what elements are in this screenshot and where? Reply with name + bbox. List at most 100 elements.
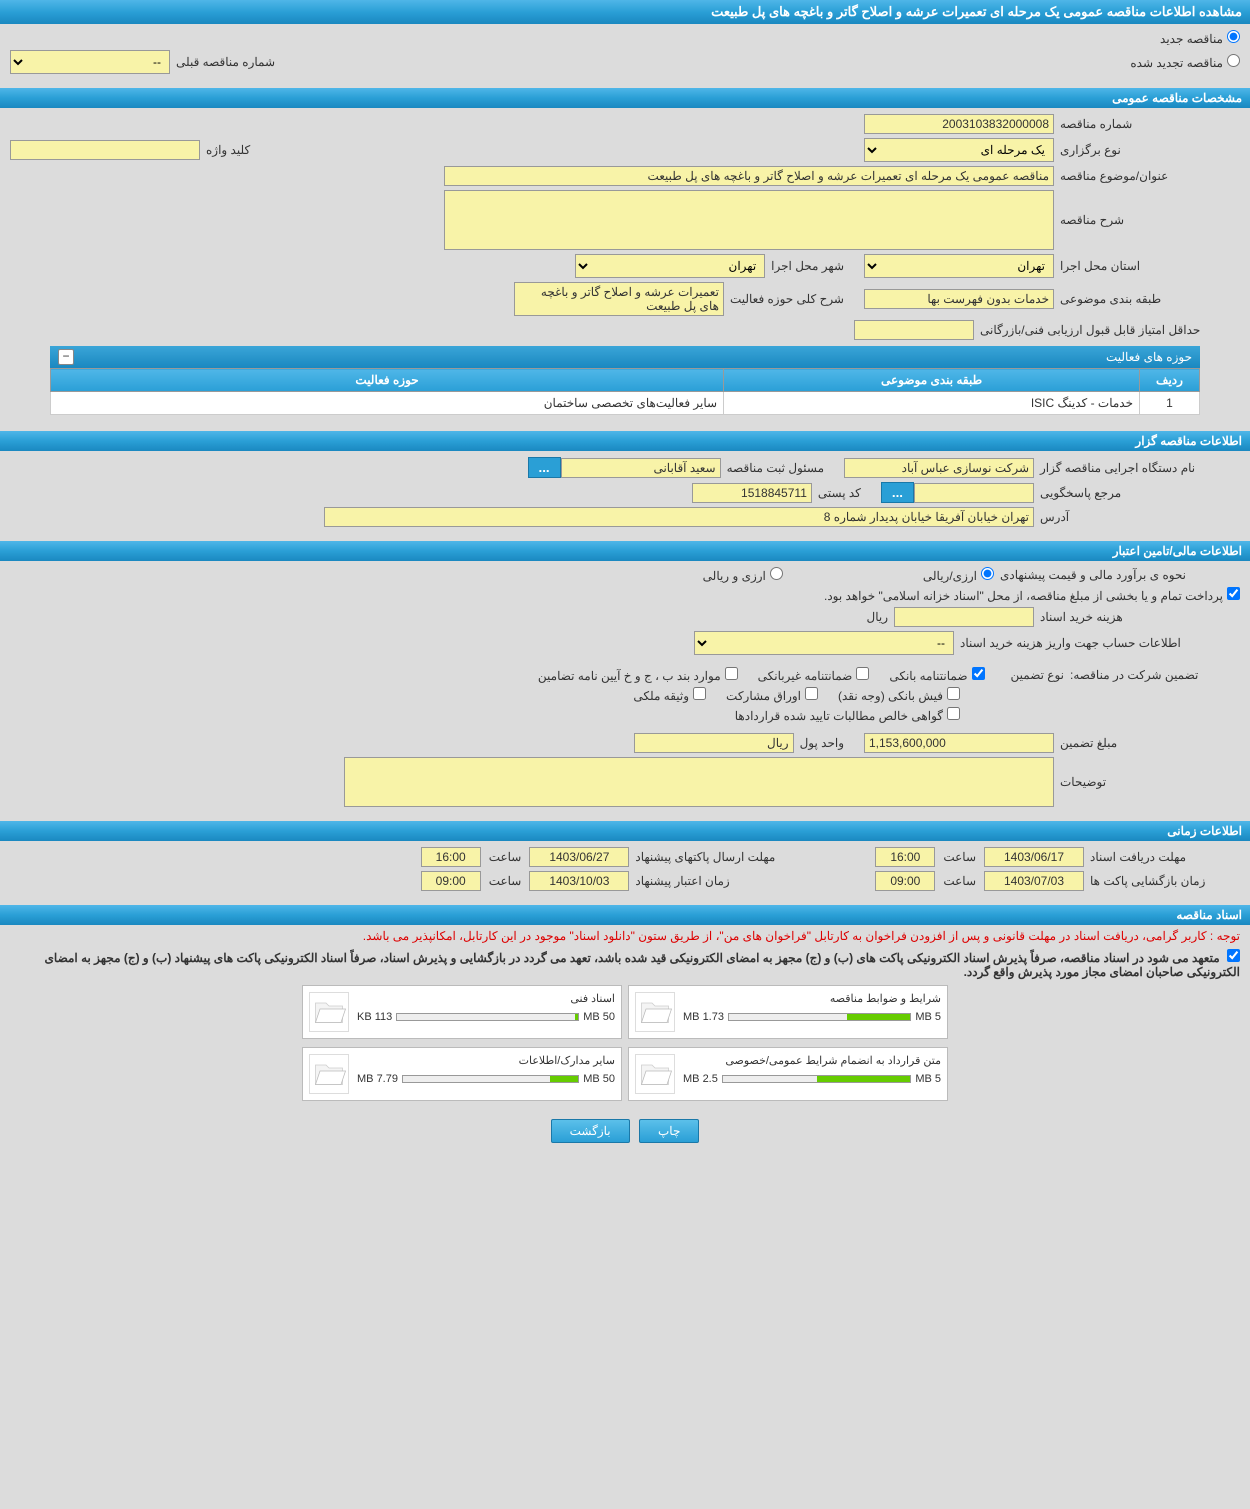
send-date: 1403/06/27 xyxy=(529,847,629,867)
account-label: اطلاعات حساب جهت واریز هزینه خرید اسناد xyxy=(960,636,1240,650)
doc-card[interactable]: اسناد فنی50 MB113 KB xyxy=(302,985,622,1039)
doc-card[interactable]: سایر مدارک/اطلاعات 50 MB 7.79 MB xyxy=(302,1047,622,1101)
province-label: استان محل اجرا xyxy=(1060,259,1240,273)
back-button[interactable]: بازگشت xyxy=(551,1119,630,1143)
city-select[interactable]: تهران xyxy=(575,254,765,278)
radio-new-label: مناقصه جدید xyxy=(1160,32,1223,46)
th-topic: طبقه بندی موضوعی xyxy=(724,369,1140,392)
folder-icon xyxy=(635,992,675,1032)
price-method-label: نحوه ی برآورد مالی و قیمت پیشنهادی xyxy=(1000,568,1240,582)
table-row: 1 خدمات - کدینگ ISIC سایر فعالیت‌های تخص… xyxy=(51,392,1200,415)
cell-idx: 1 xyxy=(1140,392,1200,415)
folder-icon xyxy=(309,1054,349,1094)
treasury-check[interactable]: پرداخت تمام و یا بخشی از مبلغ مناقصه، از… xyxy=(824,587,1240,603)
min-score-field[interactable] xyxy=(854,320,974,340)
address-field[interactable]: تهران خیابان آفریقا خیابان پدیدار شماره … xyxy=(324,507,1034,527)
collapse-icon[interactable]: − xyxy=(58,349,74,365)
validity-time: 09:00 xyxy=(421,871,481,891)
g-bank[interactable]: ضمانتنامه بانکی xyxy=(889,667,984,683)
g-cash[interactable]: فیش بانکی (وجه نقد) xyxy=(838,687,960,703)
section-financial: اطلاعات مالی/تامین اعتبار xyxy=(0,541,1250,561)
holding-type-label: نوع برگزاری xyxy=(1060,143,1240,157)
subject-field[interactable]: مناقصه عمومی یک مرحله ای تعمیرات عرشه و … xyxy=(444,166,1054,186)
province-select[interactable]: تهران xyxy=(864,254,1054,278)
validity-date: 1403/10/03 xyxy=(529,871,629,891)
currency-label: واحد پول xyxy=(800,736,844,750)
folder-icon xyxy=(635,1054,675,1094)
prev-tender-label: شماره مناقصه قبلی xyxy=(176,55,275,69)
doc-cost-unit: ریال xyxy=(866,610,888,624)
warning-red: توجه : کاربر گرامی، دریافت اسناد در مهلت… xyxy=(0,925,1250,947)
activity-panel-title: حوزه های فعالیت xyxy=(1106,350,1192,364)
doc-size: 1.73 MB xyxy=(683,1011,724,1023)
contact-lookup-button[interactable]: ... xyxy=(881,482,914,503)
guarantee-amount-field[interactable]: 1,153,600,000 xyxy=(864,733,1054,753)
activity-desc-field: تعمیرات عرشه و اصلاح گاتر و باغچه های پل… xyxy=(514,282,724,316)
g-property[interactable]: وثیقه ملکی xyxy=(633,687,706,703)
print-button[interactable]: چاپ xyxy=(639,1119,699,1143)
g-nonbank[interactable]: ضمانتنامه غیربانکی xyxy=(758,667,870,683)
holding-type-select[interactable]: یک مرحله ای xyxy=(864,138,1054,162)
doc-title: سایر مدارک/اطلاعات xyxy=(357,1054,615,1067)
send-time: 16:00 xyxy=(421,847,481,867)
subject-label: عنوان/موضوع مناقصه xyxy=(1060,169,1240,183)
doc-size: 7.79 MB xyxy=(357,1073,398,1085)
doc-title: اسناد فنی xyxy=(357,992,615,1005)
doc-cap: 50 MB xyxy=(583,1073,615,1085)
open-date: 1403/07/03 xyxy=(984,871,1084,891)
topic-class-field: خدمات بدون فهرست بها xyxy=(864,289,1054,309)
activity-panel-header: حوزه های فعالیت − xyxy=(50,346,1200,368)
contact-field[interactable] xyxy=(914,483,1034,503)
responsible-field: سعید آقابانی xyxy=(561,458,721,478)
currency-field: ریال xyxy=(634,733,794,753)
tender-no-label: شماره مناقصه xyxy=(1060,117,1240,131)
g-cert[interactable]: گواهی خالص مطالبات تایید شده قراردادها xyxy=(735,707,960,723)
lookup-button[interactable]: ... xyxy=(528,457,561,478)
open-label: زمان بازگشایی پاکت ها xyxy=(1090,874,1240,888)
desc-field[interactable] xyxy=(444,190,1054,250)
time-label-4: ساعت xyxy=(489,874,522,888)
price-opt2[interactable]: ارزی و ریالی xyxy=(703,567,783,583)
time-label-1: ساعت xyxy=(943,850,976,864)
postal-field: 1518845711 xyxy=(692,483,812,503)
account-select[interactable]: -- xyxy=(694,631,954,655)
doc-title: شرایط و ضوابط مناقصه xyxy=(683,992,941,1005)
keyword-field[interactable] xyxy=(10,140,200,160)
radio-renewed-label: مناقصه تجدید شده xyxy=(1130,56,1223,70)
th-row: ردیف xyxy=(1140,369,1200,392)
radio-renewed[interactable]: مناقصه تجدید شده xyxy=(1130,54,1240,70)
city-label: شهر محل اجرا xyxy=(771,259,844,273)
doc-cap: 50 MB xyxy=(583,1011,615,1023)
activity-table: ردیف طبقه بندی موضوعی حوزه فعالیت 1 خدما… xyxy=(50,368,1200,415)
address-label: آدرس xyxy=(1040,510,1240,524)
doc-card[interactable]: متن قرارداد به انضمام شرایط عمومی/خصوصی5… xyxy=(628,1047,948,1101)
receive-deadline-label: مهلت دریافت اسناد xyxy=(1090,850,1240,864)
contact-label: مرجع پاسخگویی xyxy=(1040,486,1240,500)
org-label: نام دستگاه اجرایی مناقصه گزار xyxy=(1040,461,1240,475)
price-opt1[interactable]: ارزی/ریالی xyxy=(923,567,994,583)
org-field: شرکت نوسازی عباس آباد xyxy=(844,458,1034,478)
prev-tender-select[interactable]: -- xyxy=(10,50,170,74)
time-label-3: ساعت xyxy=(943,874,976,888)
radio-new[interactable]: مناقصه جدید xyxy=(1160,30,1240,46)
notes-field[interactable] xyxy=(344,757,1054,807)
activity-desc-label: شرح کلی حوزه فعالیت xyxy=(730,292,844,306)
section-owner: اطلاعات مناقصه گزار xyxy=(0,431,1250,451)
section-docs: اسناد مناقصه xyxy=(0,905,1250,925)
cell-topic: خدمات - کدینگ ISIC xyxy=(724,392,1140,415)
g-clauses[interactable]: موارد بند ب ، ج و خ آیین نامه تضامین xyxy=(538,667,738,683)
folder-icon xyxy=(309,992,349,1032)
cell-field: سایر فعالیت‌های تخصصی ساختمان xyxy=(51,392,724,415)
guarantee-type-label: نوع تضمین xyxy=(1011,668,1064,682)
validity-label: زمان اعتبار پیشنهاد xyxy=(635,874,815,888)
guarantee-section-label: تضمین شرکت در مناقصه: xyxy=(1070,668,1240,682)
tender-no: 2003103832000008 xyxy=(864,114,1054,134)
commit-check[interactable] xyxy=(1227,949,1240,962)
notes-label: توضیحات xyxy=(1060,775,1240,789)
open-time: 09:00 xyxy=(875,871,935,891)
responsible-label: مسئول ثبت مناقصه xyxy=(727,461,824,475)
doc-card[interactable]: شرایط و ضوابط مناقصه5 MB1.73 MB xyxy=(628,985,948,1039)
doc-cost-field[interactable] xyxy=(894,607,1034,627)
guarantee-amount-label: مبلغ تضمین xyxy=(1060,736,1240,750)
g-stock[interactable]: اوراق مشارکت xyxy=(726,687,818,703)
